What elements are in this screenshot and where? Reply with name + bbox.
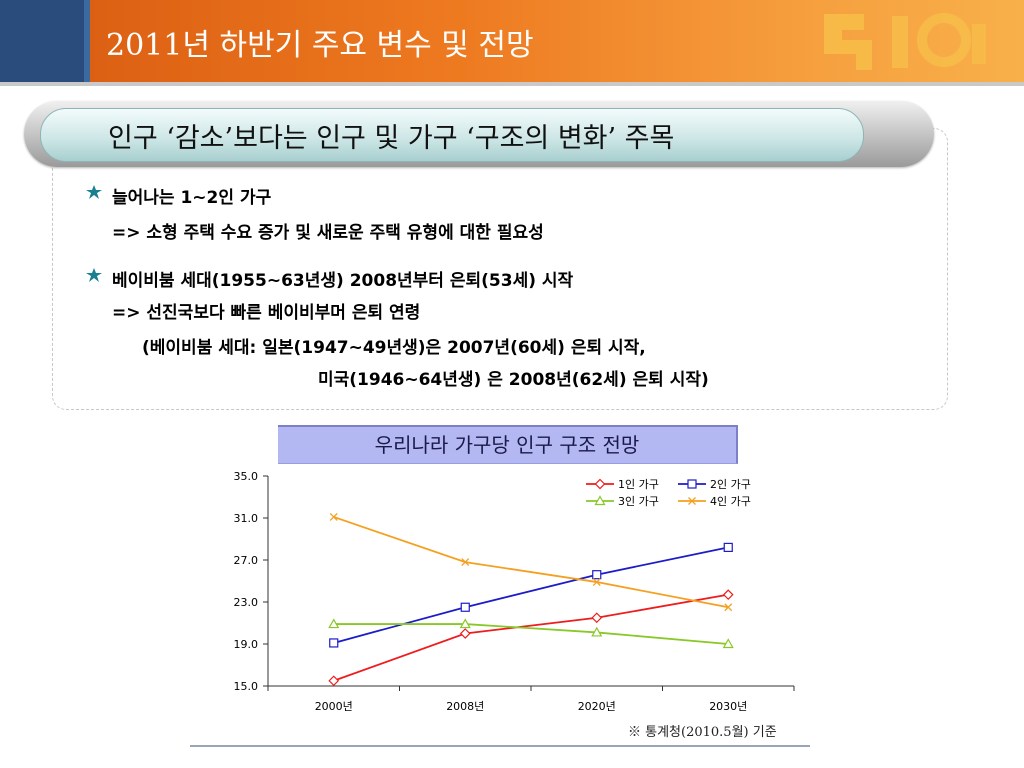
page-title: 2011년 하반기 주요 변수 및 전망 (106, 28, 534, 63)
data-point-series-1 (591, 612, 603, 624)
data-point-series-1 (722, 589, 734, 600)
y-tick-label: 35.0 (234, 470, 259, 483)
series-line-2 (333, 546, 729, 644)
y-tick-label: 27.0 (234, 554, 259, 567)
data-point-series-4 (724, 603, 733, 612)
x-tick-label: 2020년 (578, 700, 616, 713)
x-tick-label: 2000년 (315, 700, 353, 713)
bullet-1-title: 늘어나는 1~2인 가구 (112, 188, 272, 208)
legend-label-2: 2인 가구 (710, 478, 751, 491)
data-point-series-3 (459, 618, 471, 629)
bullet-2-line-3: 미국(1946~64년생) 은 2008년(62세) 은퇴 시작) (318, 370, 709, 390)
legend-marker-2 (687, 479, 697, 489)
legend-marker-3 (594, 495, 606, 506)
content-panel (52, 128, 948, 410)
y-tick-label: 19.0 (234, 638, 259, 651)
bullet-2-line-1: => 선진국보다 빠른 베이비부머 은퇴 연령 (112, 303, 421, 323)
legend-marker-4 (688, 497, 696, 505)
y-tick-label: 31.0 (234, 512, 259, 525)
bottom-divider (190, 745, 810, 747)
source-note: ※ 통계청(2010.5월) 기준 (628, 725, 777, 740)
series-line-1 (333, 593, 729, 682)
bullet-1-line-1: => 소형 주택 수요 증가 및 새로운 주택 유형에 대한 필요성 (112, 223, 544, 243)
bullet-star-icon (86, 185, 102, 199)
header-divider (0, 82, 1024, 86)
data-point-series-1 (328, 675, 340, 687)
header-left-strip (84, 0, 90, 82)
legend-marker-1 (594, 478, 606, 490)
data-point-series-3 (591, 626, 603, 637)
series-line-3 (333, 623, 729, 645)
x-tick-label: 2030년 (709, 700, 747, 713)
legend-label-3: 3인 가구 (618, 495, 659, 508)
banner (40, 108, 864, 162)
header-bar: 2011년 하반기 주요 변수 및 전망 (0, 0, 1024, 82)
header-left-block (0, 0, 84, 82)
data-point-series-3 (328, 618, 340, 629)
data-point-series-2 (592, 570, 602, 580)
x-tick-label: 2008년 (446, 700, 484, 713)
data-point-series-2 (329, 638, 339, 648)
y-tick-label: 23.0 (234, 596, 259, 609)
header-decoration-icon (824, 13, 986, 70)
series-line-4 (333, 516, 729, 609)
bullet-star-icon (86, 268, 102, 282)
legend-label-4: 4인 가구 (710, 495, 751, 508)
data-point-series-1 (459, 628, 471, 639)
data-point-series-4 (461, 558, 470, 567)
data-point-series-2 (460, 602, 470, 612)
line-chart: 15.0 19.0 23.0 27.0 31.0 35.0 2000년 2008년 2020년 2… (234, 470, 795, 713)
data-point-series-3 (722, 638, 734, 649)
banner-text: 인구 ‘감소’보다는 인구 및 가구 ‘구조의 변화’ 주목 (108, 123, 675, 154)
data-point-series-4 (592, 578, 601, 587)
chart-title-box (278, 425, 738, 464)
bullet-2-line-2: (베이비붐 세대: 일본(1947~49년생)은 2007년(60세) 은퇴 시… (142, 338, 646, 358)
bullet-2-title: 베이비붐 세대(1955~63년생) 2008년부터 은퇴(53세) 시작 (112, 271, 574, 291)
legend-label-1: 1인 가구 (618, 478, 659, 491)
data-point-series-4 (329, 512, 338, 521)
data-point-series-2 (723, 542, 733, 553)
chart-title: 우리나라 가구당 인구 구조 전망 (374, 433, 640, 457)
y-tick-label: 15.0 (234, 680, 259, 693)
